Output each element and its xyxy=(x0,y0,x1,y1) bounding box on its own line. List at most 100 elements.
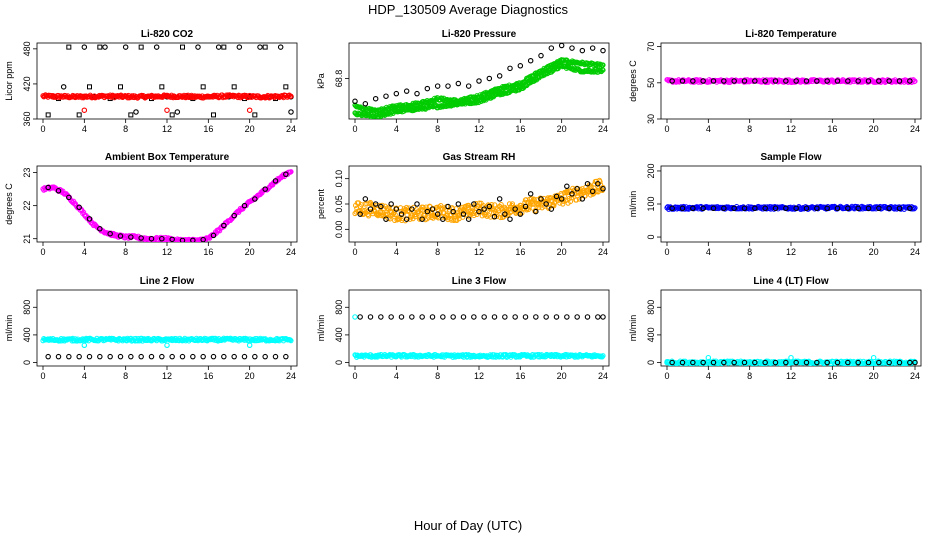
data-point xyxy=(97,353,103,360)
panel-sampleflow: Sample Flow 0 4 8 12 16 20 24 0 100 200 ml/min xyxy=(628,152,922,257)
data-point xyxy=(159,235,165,242)
series-1 xyxy=(40,335,294,344)
data-point xyxy=(76,204,82,211)
data-point xyxy=(45,184,51,191)
x-tick-label: 16 xyxy=(515,124,525,134)
data-point xyxy=(159,353,165,360)
data-point xyxy=(553,193,560,200)
data-point xyxy=(231,84,237,90)
plot-frame xyxy=(660,165,922,243)
data-point xyxy=(721,78,727,84)
series-2 xyxy=(50,44,294,115)
data-point xyxy=(66,194,72,201)
data-point xyxy=(476,208,482,215)
x-tick-label: 20 xyxy=(557,247,567,257)
x-tick-label: 20 xyxy=(245,371,255,381)
data-point xyxy=(527,191,534,197)
data-point xyxy=(496,196,503,202)
data-point xyxy=(138,44,144,50)
y-tick-label: 0.05 xyxy=(334,195,344,213)
data-point xyxy=(440,314,446,320)
data-point xyxy=(398,211,405,217)
data-point xyxy=(378,314,384,320)
data-point xyxy=(579,47,586,54)
data-point xyxy=(793,359,799,366)
panel-rh: Gas Stream RH 0 4 8 12 16 20 24 0.00 0.05 0.10 perc… xyxy=(316,152,610,257)
data-point xyxy=(288,338,294,344)
y-axis-label: degrees C xyxy=(4,183,14,225)
panel-title: Ambient Box Temperature xyxy=(105,152,230,163)
y-tick-label: 0.10 xyxy=(334,170,344,188)
data-point xyxy=(409,206,415,212)
data-point xyxy=(102,44,108,50)
data-point xyxy=(388,314,394,320)
data-point xyxy=(507,210,513,216)
data-point xyxy=(522,314,529,320)
data-point xyxy=(912,205,918,211)
data-point xyxy=(465,83,472,89)
x-tick-label: 8 xyxy=(435,371,440,381)
data-point xyxy=(117,233,124,239)
x-tick-label: 20 xyxy=(557,124,567,134)
data-point xyxy=(564,183,570,190)
data-point xyxy=(824,78,830,84)
data-point xyxy=(558,43,565,49)
x-tick-label: 24 xyxy=(910,124,920,134)
x-tick-label: 12 xyxy=(786,371,796,381)
data-point xyxy=(814,205,820,212)
data-layer xyxy=(40,169,294,242)
panel-line3: Line 3 Flow 0 4 8 12 16 20 24 0 400 800 ml/min xyxy=(316,276,610,381)
x-tick-label: 16 xyxy=(203,371,213,381)
data-point xyxy=(148,353,155,360)
y-axis-label: kPa xyxy=(316,73,326,89)
data-point xyxy=(179,353,186,360)
data-point xyxy=(434,214,440,220)
y-tick-label: 800 xyxy=(22,300,32,315)
data-point xyxy=(783,359,789,366)
data-point xyxy=(752,205,758,212)
data-point xyxy=(498,201,504,208)
data-point xyxy=(277,44,284,50)
data-point xyxy=(107,230,113,237)
data-point xyxy=(783,78,789,84)
x-tick-label: 8 xyxy=(747,371,752,381)
data-point xyxy=(517,63,524,69)
x-tick-label: 16 xyxy=(827,124,837,134)
data-point xyxy=(516,210,523,217)
data-point xyxy=(221,44,227,50)
data-point xyxy=(450,314,456,320)
data-point xyxy=(362,196,369,202)
data-point xyxy=(803,359,810,366)
x-tick-label: 24 xyxy=(598,371,608,381)
x-tick-label: 4 xyxy=(394,371,399,381)
series-1 xyxy=(45,44,289,118)
x-tick-label: 8 xyxy=(123,247,128,257)
data-point xyxy=(527,57,534,64)
data-point xyxy=(211,112,216,118)
data-point xyxy=(543,314,549,320)
data-point xyxy=(560,201,566,207)
data-point xyxy=(481,206,487,212)
data-point xyxy=(664,359,670,366)
y-tick-label: 200 xyxy=(646,163,656,178)
data-point xyxy=(231,212,237,219)
series-4 xyxy=(81,107,253,113)
data-point xyxy=(824,205,830,212)
y-axis-label: ml/min xyxy=(4,315,14,342)
data-point xyxy=(762,205,768,212)
data-point xyxy=(492,202,498,208)
data-point xyxy=(533,208,539,215)
data-point xyxy=(579,196,586,202)
panel-co2: Li-820 CO2 0 4 8 12 16 20 24 360 420 480 Licor ppm xyxy=(4,29,298,134)
y-tick-label: 800 xyxy=(646,300,656,315)
data-point xyxy=(471,314,477,320)
data-point xyxy=(246,342,253,349)
data-point xyxy=(66,44,72,50)
data-point xyxy=(283,84,289,90)
data-point xyxy=(352,314,358,320)
series-2 xyxy=(669,78,913,84)
data-point xyxy=(118,84,123,90)
y-tick-label: 0 xyxy=(22,360,32,365)
data-point xyxy=(169,112,175,118)
